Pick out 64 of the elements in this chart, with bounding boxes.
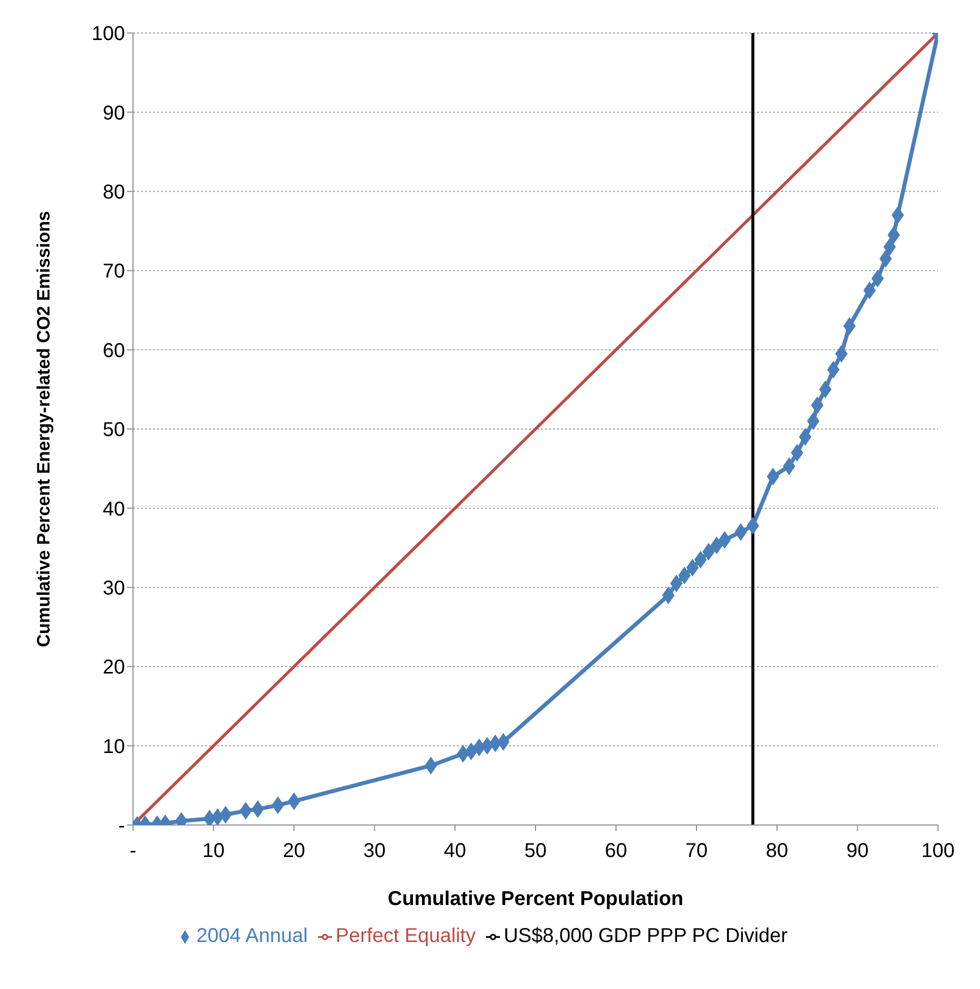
point [734, 523, 747, 540]
point [888, 226, 900, 244]
point [819, 380, 832, 398]
y-tick-label: 80 [102, 182, 125, 204]
x-tick-label: 20 [282, 840, 306, 862]
point [843, 318, 856, 335]
point [456, 745, 470, 762]
legend-label: Perfect Equality [336, 925, 476, 947]
y-tick-label: 20 [102, 656, 125, 679]
point [219, 806, 232, 824]
point [880, 250, 892, 268]
point [288, 792, 300, 810]
point [710, 536, 723, 554]
point [892, 206, 904, 224]
point [782, 458, 796, 475]
y-tick-label: 70 [102, 260, 125, 283]
point [827, 361, 840, 378]
point [702, 543, 715, 560]
y-tick-label: 50 [102, 419, 125, 442]
point [670, 574, 682, 592]
x-tick-label: 30 [363, 840, 386, 862]
point [807, 412, 820, 430]
point [872, 270, 884, 288]
x-tick-label: 40 [444, 840, 466, 862]
x-tick-label: 80 [766, 840, 788, 862]
y-tick-label: 100 [92, 23, 125, 46]
point [863, 282, 876, 299]
point [718, 531, 731, 548]
point [465, 742, 478, 760]
legend-label: US$8,000 GDP PPP PC Divider [504, 925, 788, 947]
point [240, 802, 252, 820]
x-tick-label: 60 [604, 840, 628, 862]
point [211, 808, 224, 825]
point [662, 586, 674, 604]
point [746, 517, 759, 534]
point [835, 345, 848, 362]
x-tick-label: 90 [846, 840, 869, 862]
point [799, 428, 812, 446]
point [766, 468, 780, 486]
y-tick-label: 90 [102, 102, 125, 124]
point [694, 551, 707, 568]
x-tick-label: 100 [921, 840, 955, 862]
point [811, 396, 824, 414]
point [203, 810, 216, 825]
y-tick-label: 60 [102, 340, 125, 362]
y-tick-label: 10 [102, 736, 125, 758]
point [252, 800, 264, 818]
x-tick-label: 10 [202, 840, 225, 862]
y-tick-label: 40 [102, 498, 125, 520]
point [497, 733, 510, 750]
point [686, 559, 699, 576]
legend-label: 2004 Annual [196, 925, 308, 947]
y-tick-label: 30 [102, 578, 125, 600]
point [678, 567, 691, 584]
point [791, 444, 804, 462]
x-tick-label: 70 [685, 840, 708, 862]
point [884, 238, 896, 256]
point [481, 737, 494, 754]
point [272, 796, 284, 814]
y-axis-title: Cumulative Percent Energy-related CO2 Emissions [33, 210, 54, 648]
x-tick-label: 50 [524, 840, 547, 862]
x-axis-title: Cumulative Percent Population [388, 888, 684, 910]
y-tick-label: - [118, 815, 125, 838]
point [424, 757, 437, 774]
